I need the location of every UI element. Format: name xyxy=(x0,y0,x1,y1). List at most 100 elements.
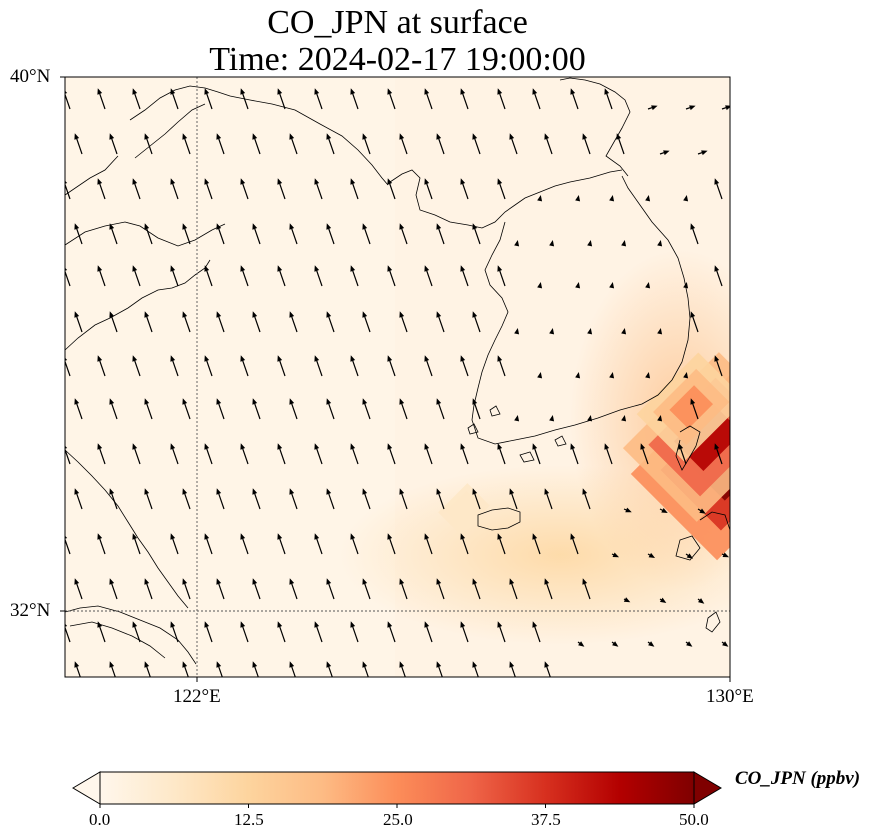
wind-arrow xyxy=(204,178,213,200)
wind-arrow xyxy=(472,578,481,600)
wind-arrow xyxy=(645,282,651,289)
wind-arrow xyxy=(216,488,225,510)
title-line-1: CO_JPN at surface xyxy=(267,4,528,41)
wind-arrow xyxy=(399,311,408,333)
colorbar-extend-max xyxy=(693,771,722,805)
wind-arrow xyxy=(252,133,261,155)
wind-arrow xyxy=(587,328,593,335)
wind-arrow xyxy=(170,443,179,465)
wind-arrow xyxy=(537,282,543,289)
wind-arrow xyxy=(537,372,543,379)
wind-arrow xyxy=(350,265,359,287)
wind-arrow xyxy=(509,661,516,677)
wind-arrow xyxy=(74,661,81,677)
wind-arrow xyxy=(460,178,469,200)
wind-arrow xyxy=(240,355,249,377)
wind-arrow xyxy=(326,311,335,333)
wind-arrow xyxy=(350,443,359,465)
wind-arrow xyxy=(240,178,249,200)
wind-arrow xyxy=(74,223,83,245)
wind-arrow xyxy=(399,488,408,510)
wind-arrow xyxy=(182,223,191,245)
wind-arrow xyxy=(277,178,286,200)
wind-arrow xyxy=(326,578,335,600)
wind-arrow xyxy=(509,578,518,600)
wind-arrow xyxy=(460,88,469,110)
wind-arrow xyxy=(182,133,191,155)
wind-arrow xyxy=(514,328,520,335)
coastline-east-china xyxy=(65,449,189,609)
colorbar-tick-3: 37.5 xyxy=(531,810,561,829)
wind-arrow xyxy=(362,578,371,600)
wind-arrow xyxy=(399,398,408,420)
coastline-liaodong-2 xyxy=(134,103,206,159)
coastline-kyushu-2 xyxy=(675,511,730,561)
wind-arrow xyxy=(216,223,225,245)
wind-arrow xyxy=(698,681,704,687)
wind-arrow xyxy=(621,240,627,247)
wind-arrow xyxy=(424,621,433,643)
wind-arrow xyxy=(604,88,613,110)
wind-arrow xyxy=(277,621,286,643)
wind-arrow xyxy=(659,150,670,156)
wind-arrow xyxy=(350,533,359,555)
wind-arrow xyxy=(314,533,323,555)
wind-arrow xyxy=(314,178,323,200)
wind-arrow xyxy=(289,488,298,510)
wind-arrow xyxy=(590,681,596,687)
wind-arrow xyxy=(399,133,408,155)
wind-arrow xyxy=(362,398,371,420)
wind-arrow xyxy=(460,265,469,287)
wind-arrow xyxy=(645,372,651,379)
wind-arrow xyxy=(216,661,223,677)
coastline-liaodong xyxy=(129,85,389,186)
wind-arrow xyxy=(277,355,286,377)
lon-tick-130e: 130°E xyxy=(706,686,754,707)
wind-arrow xyxy=(289,223,298,245)
wind-arrow xyxy=(252,578,261,600)
wind-arrow xyxy=(170,265,179,287)
wind-arrow xyxy=(532,88,541,110)
wind-arrow xyxy=(277,265,286,287)
wind-arrow xyxy=(570,88,579,110)
hotspot-cell xyxy=(453,498,475,520)
wind-arrow xyxy=(424,443,433,465)
wind-arrow xyxy=(683,195,689,202)
wind-arrow xyxy=(657,240,663,247)
wind-arrow xyxy=(144,133,153,155)
wind-arrow xyxy=(144,661,151,677)
wind-arrow xyxy=(690,223,699,245)
wind-arrow xyxy=(436,661,443,677)
wind-arrow xyxy=(621,328,627,335)
wind-arrow xyxy=(387,621,396,643)
wind-arrow xyxy=(436,223,445,245)
wind-arrow xyxy=(582,578,591,600)
wind-vectors xyxy=(65,88,730,687)
wind-arrow xyxy=(289,398,298,420)
wind-arrow xyxy=(132,443,141,465)
wind-arrow xyxy=(460,355,469,377)
wind-arrow xyxy=(472,661,479,677)
wind-arrow xyxy=(623,597,631,603)
wind-arrow xyxy=(132,621,141,643)
wind-arrow xyxy=(132,178,141,200)
wind-arrow xyxy=(362,133,371,155)
coastline-korea-east xyxy=(559,77,631,177)
wind-arrow xyxy=(182,311,191,333)
wind-arrow xyxy=(277,533,286,555)
colorbar-bar xyxy=(99,771,695,805)
wind-arrow xyxy=(575,195,581,202)
wind-arrow xyxy=(216,578,225,600)
wind-arrow xyxy=(252,661,259,677)
wind-arrow xyxy=(132,88,141,110)
wind-arrow xyxy=(685,105,696,111)
wind-arrow xyxy=(497,355,506,377)
wind-arrow xyxy=(497,443,506,465)
wind-arrow xyxy=(647,641,655,647)
wind-arrow xyxy=(350,178,359,200)
wind-arrow xyxy=(697,598,705,604)
wind-arrow xyxy=(575,372,581,379)
wind-arrow xyxy=(549,415,555,422)
wind-arrow xyxy=(350,355,359,377)
wind-arrow xyxy=(399,223,408,245)
